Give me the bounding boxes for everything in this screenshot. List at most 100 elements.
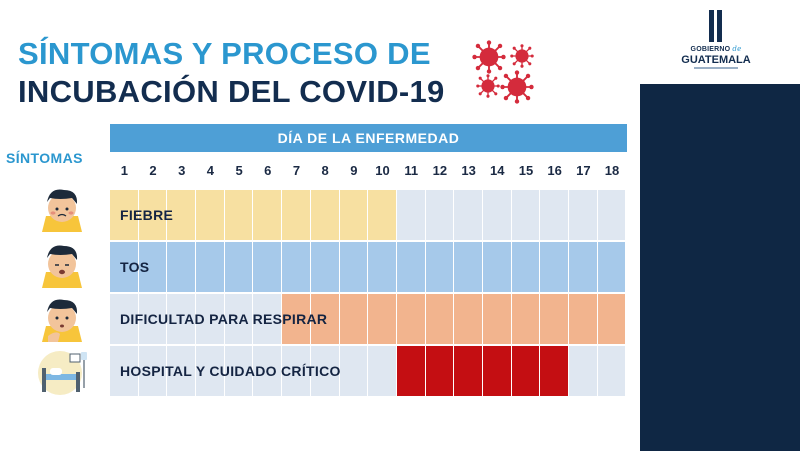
day-cell (224, 190, 254, 240)
day-number: 5 (235, 163, 243, 178)
day-cell (138, 346, 168, 396)
coronavirus-icon (476, 74, 500, 98)
day-cell (253, 190, 283, 240)
day-cell (425, 294, 455, 344)
title-line-2: INCUBACIÓN DEL COVID-19 (18, 74, 445, 109)
day-cell (454, 346, 483, 396)
day-cell (282, 346, 311, 396)
day-cell (310, 294, 340, 344)
day-cell (253, 346, 283, 396)
day-number: 16 (547, 163, 562, 178)
day-cell (224, 294, 254, 344)
day-cell (482, 294, 512, 344)
logo-divider (694, 67, 738, 69)
symptom-rows: FIEBRE TOS DIFICULTAD PARA RESPIRAR HOSPITA… (110, 190, 627, 396)
day-cell (368, 242, 397, 292)
day-cell (511, 294, 541, 344)
day-number: 1 (120, 163, 128, 178)
day-cell (339, 294, 369, 344)
day-cell (569, 190, 598, 240)
symptoms-label: SÍNTOMAS (6, 150, 83, 166)
day-number: 2 (149, 163, 157, 178)
day-cell (454, 242, 483, 292)
day-number: 3 (178, 163, 186, 178)
day-cell (425, 346, 455, 396)
coronavirus-icon (500, 70, 534, 104)
symptom-row: DIFICULTAD PARA RESPIRAR (110, 294, 627, 344)
day-cell (454, 294, 483, 344)
day-number: 4 (206, 163, 215, 178)
day-cell (511, 346, 541, 396)
day-cell (511, 190, 541, 240)
day-cell (511, 242, 541, 292)
day-number: 13 (461, 163, 476, 178)
day-cell (167, 190, 197, 240)
day-number: 14 (490, 163, 505, 178)
day-numbers-row: 1 2 3 4 5 6 7 8 9 10 11 12 13 14 15 16 17 18 (110, 155, 627, 187)
day-number: 11 (404, 163, 419, 178)
title-line-1: SÍNTOMAS Y PROCESO DE (18, 36, 431, 71)
day-cell (540, 242, 569, 292)
day-cell (196, 346, 225, 396)
day-number: 17 (576, 163, 591, 178)
day-cell (339, 346, 369, 396)
coronavirus-icon (472, 40, 506, 74)
day-cell (110, 294, 139, 344)
day-cell (196, 242, 225, 292)
day-cell (569, 346, 598, 396)
breathing-difficulty-face-icon (42, 299, 82, 342)
day-cell (310, 346, 340, 396)
symptom-row: FIEBRE (110, 190, 627, 240)
day-cell (540, 190, 569, 240)
day-number: 6 (264, 163, 272, 178)
cough-face-icon (42, 245, 82, 288)
day-cell (253, 242, 283, 292)
day-cell (339, 190, 369, 240)
symptom-label: HOSPITAL Y CUIDADO CRÍTICO (120, 363, 341, 379)
symptom-row: HOSPITAL Y CUIDADO CRÍTICO (110, 346, 627, 396)
day-cell (482, 346, 512, 396)
day-cell (425, 242, 455, 292)
timeline-header: DÍA DE LA ENFERMEDAD (110, 124, 627, 152)
day-cell (253, 294, 283, 344)
day-cell (425, 190, 455, 240)
day-cell (396, 190, 426, 240)
symptom-label: DIFICULTAD PARA RESPIRAR (120, 311, 328, 327)
hospital-bed-icon (38, 351, 87, 395)
day-cell (167, 242, 197, 292)
day-number: 10 (375, 163, 390, 178)
day-cell (138, 190, 168, 240)
day-cell (110, 346, 139, 396)
day-cell (310, 242, 340, 292)
day-cell (110, 190, 139, 240)
day-cell (196, 190, 225, 240)
day-number: 9 (350, 163, 358, 178)
day-cell (396, 346, 426, 396)
day-cell (597, 346, 627, 396)
day-cell (282, 294, 311, 344)
symptom-label: FIEBRE (120, 207, 174, 223)
disease-timeline-table: DÍA DE LA ENFERMEDAD 1 2 3 4 5 6 7 8 9 10 11 12 13 14… (110, 124, 627, 396)
symptom-row: TOS (110, 242, 627, 292)
day-cell (597, 190, 627, 240)
coronavirus-icon (510, 44, 534, 68)
day-cell (224, 242, 254, 292)
day-number: 12 (432, 163, 448, 178)
day-number: 18 (604, 163, 620, 178)
day-cell (282, 190, 311, 240)
day-cell (110, 242, 139, 292)
symptom-label: TOS (120, 259, 150, 275)
day-cell (368, 346, 397, 396)
day-cell (167, 294, 197, 344)
day-cell (396, 294, 426, 344)
day-number: 15 (518, 163, 534, 178)
logo-text-gobierno: GOBIERNO de (690, 45, 742, 53)
gobierno-guatemala-logo: GOBIERNO de GUATEMALA (680, 8, 752, 72)
day-cell (196, 294, 225, 344)
day-cell (540, 346, 569, 396)
day-cell (597, 242, 627, 292)
fever-face-icon (42, 189, 82, 232)
day-cell (138, 242, 168, 292)
day-cell (540, 294, 569, 344)
day-cell (396, 242, 426, 292)
